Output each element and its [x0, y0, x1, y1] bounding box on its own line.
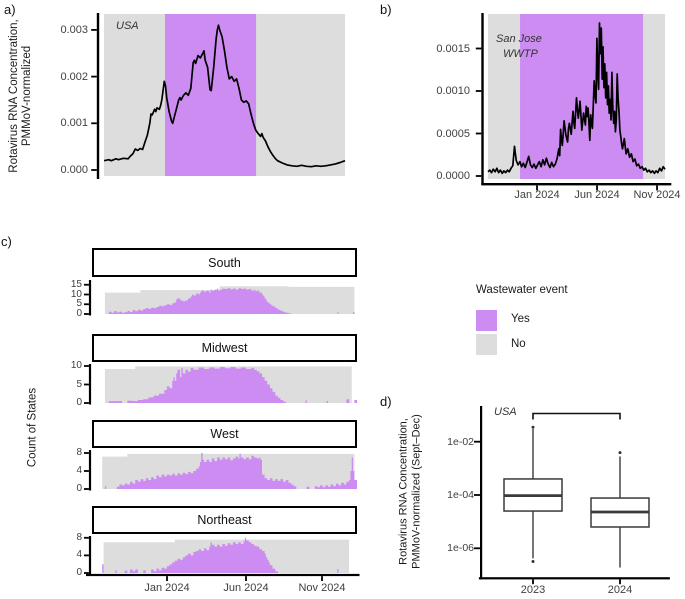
- legend-swatch-no: [476, 334, 497, 355]
- panel-a-y-axis-title-line2: PMMoV-normalized: [21, 45, 33, 147]
- panel-d-y-axis-title-line2: PMMoV-normalized (Sept–Dec): [410, 414, 422, 569]
- facet-south-ytick-label: 15: [70, 279, 82, 290]
- facet-west-y-axis-line: [88, 450, 92, 491]
- legend-label-yes: Yes: [511, 313, 530, 325]
- panel-b-event-region: [520, 14, 644, 179]
- panel-b-ytick-label: 0.0010: [436, 85, 470, 97]
- panel-b-y-axis-line: [481, 13, 484, 185]
- legend-swatch-yes: [476, 310, 497, 331]
- facet-south-ytick-label: 10: [70, 289, 82, 300]
- panel-b-xtick-label: Nov 2024: [633, 189, 681, 201]
- facet-northeast-ytick-label: 0: [76, 567, 82, 578]
- facet-south-event-area: [106, 287, 355, 314]
- panel-a-annotation-usa: USA: [116, 20, 139, 32]
- panel-a-y-axis-line: [96, 13, 100, 179]
- panel-b-line: [487, 22, 666, 175]
- panel-a-letter: a): [4, 2, 16, 17]
- facet-title-south: South: [208, 255, 241, 270]
- panel-c-letter: c): [1, 234, 12, 249]
- panel-d-y-axis-title-line1: Rotavirus RNA Concentration,: [397, 418, 410, 565]
- panel-b-annotation-line1: San Jose: [496, 33, 542, 45]
- panel-d-letter: d): [380, 394, 392, 409]
- panel-d-x-axis-line: [478, 577, 670, 580]
- facet-midwest-ytick-label: 10: [70, 360, 82, 371]
- panel-a-ytick-label: 0.002: [60, 71, 88, 83]
- facet-midwest-y-axis-line: [88, 364, 92, 405]
- panel-b-xtick-label: Jun 2024: [574, 189, 620, 201]
- panel-a-line: [103, 24, 346, 168]
- facet-south-y-axis-line: [88, 280, 92, 316]
- panel-a-y-axis-title-line1: Rotavirus RNA Concentration,: [8, 19, 20, 173]
- facet-west-ytick-label: 0: [76, 483, 82, 494]
- panel-a-ytick-label: 0.000: [60, 164, 88, 176]
- facet-strip-northeast: Northeast: [92, 506, 357, 534]
- legend-label-no: No: [511, 338, 526, 350]
- panel-d-xtick-label: 2023: [520, 584, 546, 596]
- box-2023-outlier: [531, 425, 535, 429]
- panel-b-x-axis-line: [481, 183, 672, 186]
- panel-b-ytick-label: 0.0005: [436, 128, 470, 140]
- facet-northeast-ytick-label: 8: [76, 532, 82, 543]
- legend-title: Wastewater event: [476, 284, 568, 296]
- panel-b-ytick-label: 0.0015: [436, 43, 470, 55]
- facet-south-ytick-label: 0: [76, 308, 82, 319]
- facet-south-ytick-label: 5: [76, 298, 82, 309]
- facet-northeast-y-axis-line: [88, 536, 92, 575]
- facet-strip-west: West: [92, 420, 357, 448]
- panel-d-y-axis-line: [480, 406, 483, 580]
- facet-west-event-area: [103, 453, 357, 489]
- panel-b-annotation-line2: WWTP: [503, 48, 538, 60]
- box-2023-outlier: [531, 559, 535, 563]
- panel-a-event-region: [164, 14, 257, 176]
- panel-c-y-axis-title: Count of States: [26, 387, 39, 468]
- facet-northeast-ytick-label: 4: [76, 549, 82, 560]
- panel-b-xtick-label: Jan 2024: [514, 189, 560, 201]
- panel-d-y-axis-title: Rotavirus RNA Concentration, PMMoV-norma…: [398, 377, 423, 599]
- panel-d-annotation-usa: USA: [494, 406, 517, 418]
- panel-b-letter: b): [380, 2, 392, 17]
- facet-title-west: West: [210, 427, 239, 441]
- panel-a-y-axis-title: Rotavirus RNA Concentration, PMMoV-norma…: [8, 0, 34, 201]
- panel-c-xtick-label: Jun 2024: [223, 582, 269, 594]
- panel-c-x-axis-line: [86, 573, 360, 577]
- facet-strip-midwest: Midwest: [92, 334, 357, 362]
- panel-a-ytick-label: 0.003: [60, 24, 88, 36]
- facet-midwest-ytick-label: 5: [76, 379, 82, 390]
- facet-midwest-event-area: [106, 367, 357, 403]
- facet-west-ytick-label: 8: [76, 447, 82, 458]
- panel-d-xtick-label: 2024: [607, 584, 633, 596]
- panel-b-ytick-label: 0.0000: [436, 170, 470, 182]
- panel-d-ytick-label: 1e-02: [447, 436, 474, 448]
- facet-midwest-ytick-label: 0: [76, 397, 82, 408]
- panel-d-ytick-label: 1e-06: [447, 542, 474, 554]
- facet-title-midwest: Midwest: [201, 341, 248, 355]
- facet-title-northeast: Northeast: [197, 513, 252, 527]
- panel-a-ytick-label: 0.001: [60, 117, 88, 129]
- facet-strip-south: South: [92, 248, 357, 277]
- panel-c-xtick-label: Jan 2024: [144, 582, 190, 594]
- panel-d-ytick-label: 1e-04: [447, 489, 474, 501]
- box-2024-outlier: [618, 451, 622, 455]
- panel-c-xtick-label: Nov 2024: [298, 582, 346, 594]
- facet-west-ytick-label: 4: [76, 465, 82, 476]
- facet-northeast-event-area: [100, 537, 358, 573]
- panel-d-comparison-bracket: [532, 412, 621, 420]
